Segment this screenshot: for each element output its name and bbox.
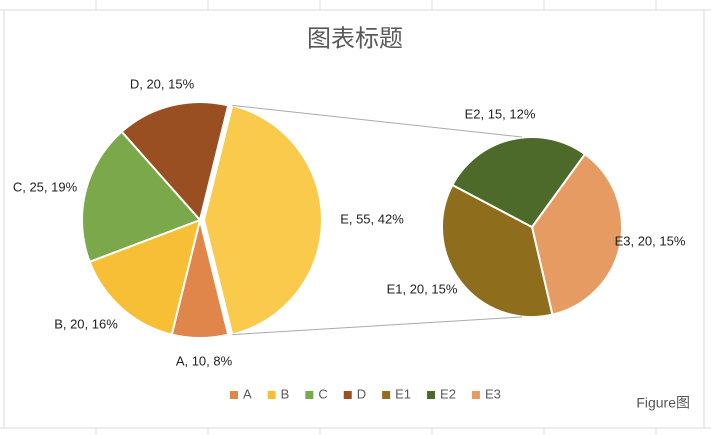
data-label: E2, 15, 12% xyxy=(465,106,536,121)
pie-slice xyxy=(441,183,554,318)
data-label: E, 55, 42% xyxy=(340,211,404,226)
legend-marker xyxy=(343,391,352,399)
legend-marker xyxy=(230,391,238,399)
pie-slice xyxy=(120,101,230,223)
pie-slice xyxy=(451,136,587,229)
legend-marker xyxy=(305,391,314,399)
legend-label: C xyxy=(318,386,327,401)
legend-marker xyxy=(382,391,391,399)
legend-marker xyxy=(471,391,480,399)
data-label: B, 20, 16% xyxy=(54,316,118,331)
legend-label: D xyxy=(357,386,366,401)
legend-label: E1 xyxy=(395,386,411,401)
data-label: C, 25, 19% xyxy=(13,179,78,194)
pie-slice xyxy=(530,152,623,316)
legend-label: B xyxy=(281,386,290,401)
legend-marker xyxy=(427,391,436,399)
legend-label: E2 xyxy=(440,386,456,401)
data-label: E1, 20, 15% xyxy=(387,281,458,296)
data-label: D, 20, 15% xyxy=(130,76,195,91)
connector-line xyxy=(232,104,523,138)
legend-label: E3 xyxy=(485,386,501,401)
connector-line xyxy=(232,316,523,336)
watermark: Figure图 xyxy=(636,395,690,411)
chart-title: 图表标题 xyxy=(307,25,403,52)
data-label: E3, 20, 15% xyxy=(615,233,686,248)
pie-slice xyxy=(202,104,323,336)
legend-marker xyxy=(267,391,276,399)
pie-slice xyxy=(88,218,202,336)
legend-label: A xyxy=(243,386,252,401)
pie-slice xyxy=(81,130,202,264)
data-label: A, 10, 8% xyxy=(176,353,233,368)
